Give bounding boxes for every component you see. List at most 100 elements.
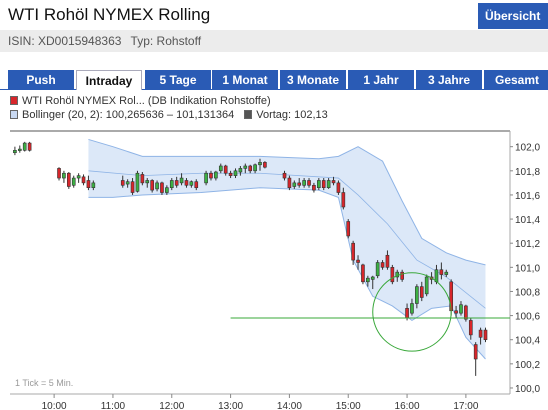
candle-up	[375, 262, 380, 277]
x-tick-label: 11:00	[101, 401, 126, 410]
candle-up	[258, 162, 262, 166]
candle-up	[370, 276, 375, 280]
x-tick-label: 17:00	[453, 401, 478, 410]
candle-down	[312, 184, 316, 191]
series-swatch	[10, 96, 18, 105]
y-tick-label: 101,0	[515, 263, 540, 274]
candle-down	[223, 165, 228, 174]
tab-push[interactable]: Push	[8, 70, 74, 89]
y-tick-label: 100,0	[515, 384, 540, 395]
candle-down	[307, 180, 311, 186]
candle-down	[380, 262, 385, 268]
candle-up	[218, 165, 223, 172]
candle-up	[91, 182, 96, 189]
candle-down	[86, 180, 91, 189]
tab-3-monate[interactable]: 3 Monate	[280, 70, 346, 89]
candle-up	[459, 304, 463, 314]
candle-down	[336, 182, 341, 193]
candle-up	[125, 181, 130, 185]
candle-down	[361, 264, 365, 283]
candle-up	[317, 180, 321, 189]
type-text: Typ: Rohstoff	[130, 34, 202, 48]
overview-button[interactable]: Übersicht	[478, 3, 548, 29]
candle-down	[150, 180, 154, 191]
candle-down	[439, 269, 444, 275]
tab-1-monat[interactable]: 1 Monat	[212, 70, 278, 89]
y-tick-label: 102,0	[515, 143, 540, 154]
candle-down	[184, 180, 189, 186]
candle-up	[135, 172, 140, 192]
x-tick-label: 13:00	[218, 401, 243, 410]
candle-up	[243, 165, 248, 169]
annotations	[230, 272, 510, 352]
candle-up	[366, 277, 370, 283]
y-tick-label: 101,8	[515, 167, 540, 178]
y-tick-label: 100,8	[515, 287, 540, 298]
y-tick-label: 100,2	[515, 360, 540, 371]
candle-up	[292, 182, 297, 187]
candle-up	[238, 168, 243, 173]
candle-down	[263, 162, 267, 168]
tab-3-jahre[interactable]: 3 Jahre	[416, 70, 482, 89]
candle-up	[424, 276, 429, 295]
candle-down	[120, 180, 125, 186]
intraday-chart: 100,0 100,2 100,4 100,6 100,8 101,0 101,2 101,4…	[10, 130, 540, 410]
tab-5-tage[interactable]: 5 Tage	[145, 70, 211, 89]
candle-down	[287, 177, 292, 189]
candle-up	[204, 172, 208, 184]
y-tick-label: 100,6	[515, 312, 540, 323]
candle-down	[81, 176, 86, 184]
highlight-circle	[372, 272, 452, 352]
bollinger-mid-line	[88, 170, 486, 309]
candle-down	[346, 221, 351, 237]
bollinger-swatch	[10, 110, 18, 119]
candle-up	[13, 150, 17, 154]
tick-note: 1 Tick = 5 Min.	[15, 378, 73, 388]
candle-down	[385, 254, 390, 268]
candle-up	[165, 187, 169, 193]
candle-up	[326, 180, 331, 189]
x-tick-label: 12:00	[159, 401, 184, 410]
candle-down	[331, 180, 336, 184]
candle-down	[405, 308, 409, 319]
candle-down	[297, 182, 302, 186]
isin-text: ISIN: XD0015948363	[8, 34, 122, 48]
isin-bar: ISIN: XD0015948363 Typ: Rohstoff	[0, 30, 548, 52]
candle-down	[67, 172, 71, 187]
candle-up	[444, 271, 449, 275]
legend-vortag-label: Vortag: 102,13	[256, 109, 328, 121]
candle-down	[341, 192, 346, 208]
candle-down	[468, 320, 473, 336]
candle-down	[194, 181, 199, 189]
candle-down	[140, 174, 145, 184]
y-tick-label: 101,6	[515, 191, 540, 202]
x-tick-label: 10:00	[42, 401, 67, 410]
candle-down	[160, 182, 164, 193]
x-tick-label: 14:00	[277, 401, 302, 410]
candle-up	[179, 177, 184, 184]
chart-grid	[10, 130, 511, 398]
candle-up	[17, 148, 22, 151]
candle-down	[478, 329, 483, 338]
tab-intraday[interactable]: Intraday	[76, 70, 142, 90]
candle-up	[155, 182, 159, 190]
candle-down	[174, 180, 179, 186]
bollinger-band	[88, 138, 486, 360]
tab-gesamt[interactable]: Gesamt	[484, 70, 548, 89]
y-tick-label: 101,4	[515, 215, 540, 226]
candle-down	[483, 329, 488, 341]
bollinger-upper-line	[88, 138, 486, 266]
legend-series-label: WTI Rohöl NYMEX Rol... (DB Indikation Ro…	[22, 95, 271, 107]
candle-down	[419, 286, 424, 298]
candle-down	[130, 181, 135, 193]
candle-down	[464, 305, 468, 320]
tab-1-jahr[interactable]: 1 Jahr	[348, 70, 414, 89]
candle-up	[145, 180, 150, 184]
x-tick-label: 16:00	[395, 401, 420, 410]
bollinger-fill	[88, 139, 486, 360]
candle-up	[169, 180, 174, 189]
candle-down	[454, 310, 458, 314]
y-tick-label: 101,2	[515, 239, 540, 250]
page-title: WTI Rohöl NYMEX Rolling	[8, 5, 211, 24]
candle-up	[22, 142, 27, 151]
